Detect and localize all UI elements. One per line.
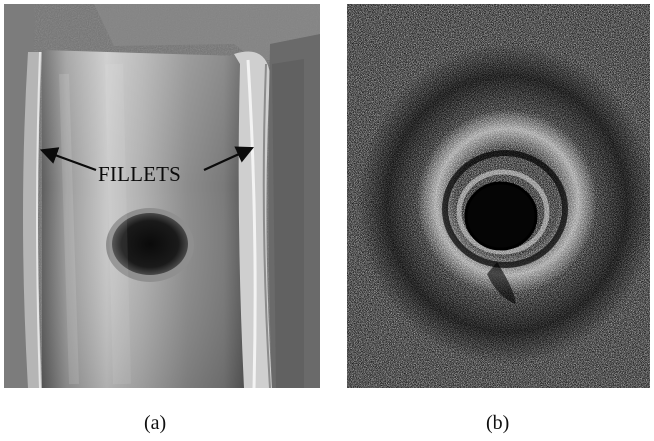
magnetic-particle-indication-image	[347, 4, 650, 388]
panel-a-caption: (a)	[144, 412, 167, 434]
panel-b-caption: (b)	[486, 412, 510, 434]
crankshaft-journal-photo	[4, 4, 320, 388]
fillets-annotation: FILLETS	[98, 162, 182, 186]
left-fillet-arrow	[39, 147, 97, 172]
right-fillet-arrow	[203, 146, 255, 172]
fillet-arrows	[39, 146, 255, 172]
